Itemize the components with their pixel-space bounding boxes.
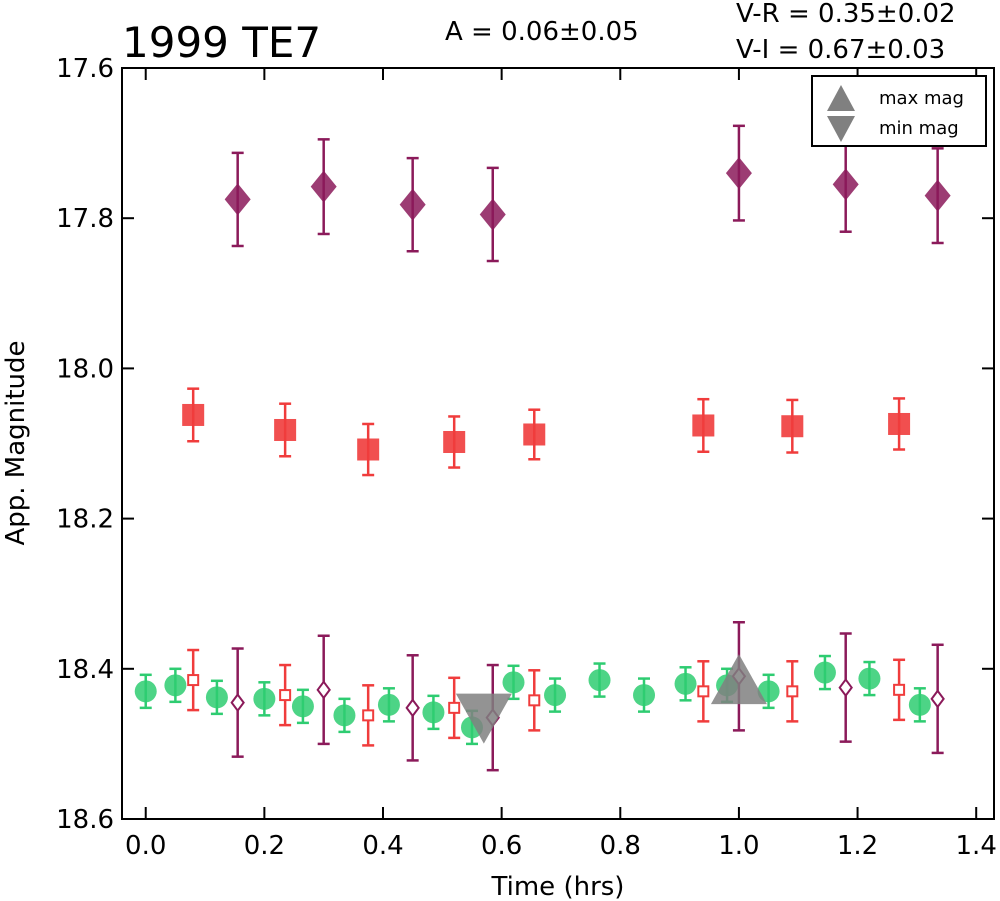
- y-tick-label: 17.8: [56, 204, 114, 234]
- data-point: [523, 423, 546, 446]
- data-point: [316, 680, 331, 700]
- data-point: [838, 677, 853, 698]
- data-point: [205, 686, 228, 709]
- x-tick-label: 1.4: [956, 831, 997, 861]
- data-point: [333, 704, 356, 727]
- data-point: [291, 695, 314, 718]
- data-point: [448, 701, 461, 714]
- data-point: [633, 684, 656, 707]
- data-point: [674, 672, 697, 695]
- data-point: [274, 418, 297, 441]
- data-point: [187, 674, 200, 687]
- data-point: [134, 680, 157, 703]
- data-point: [528, 694, 541, 707]
- data-point: [725, 157, 752, 190]
- y-tick-label: 18.4: [56, 655, 114, 685]
- x-tick-label: 0.8: [600, 831, 641, 861]
- y-axis-label: App. Magnitude: [1, 340, 31, 545]
- data-point: [781, 415, 804, 438]
- series-2: [134, 654, 931, 746]
- v-i-annotation: V-I = 0.67±0.03: [736, 35, 945, 65]
- data-point: [893, 683, 906, 696]
- data-point: [588, 669, 611, 692]
- legend-max-mag-icon: [827, 85, 855, 111]
- data-point: [377, 693, 400, 716]
- data-point: [422, 701, 445, 724]
- legend-min-mag-label: min mag: [879, 118, 959, 139]
- data-point: [357, 438, 380, 461]
- series-3: [187, 648, 906, 747]
- data-point: [230, 692, 245, 713]
- x-tick-label: 0.4: [362, 831, 403, 861]
- legend-min-mag-icon: [827, 116, 855, 142]
- y-tick-label: 18.6: [56, 805, 114, 835]
- x-axis-label: Time (hrs): [491, 872, 625, 901]
- data-point: [279, 689, 292, 702]
- series-1: [182, 387, 911, 477]
- plot-frame: [121, 67, 995, 820]
- x-tick-label: 0.6: [481, 831, 522, 861]
- data-point: [930, 689, 945, 709]
- x-tick-label: 0.2: [244, 831, 285, 861]
- axis-ticks: 0.0 0.2 0.4 0.6 0.8 1.0 1.2 1.4 17.6 17.8 18.0 18.2…: [56, 54, 997, 861]
- x-tick-label: 1.0: [718, 831, 759, 861]
- v-r-annotation: V-R = 0.35±0.02: [736, 0, 956, 29]
- plot-marks: [134, 124, 951, 772]
- data-point: [253, 687, 276, 710]
- data-point: [813, 661, 836, 684]
- legend: max mag min mag: [811, 75, 987, 147]
- x-tick-label: 1.2: [837, 831, 878, 861]
- legend-max-mag-label: max mag: [879, 88, 964, 109]
- y-tick-label: 17.6: [56, 54, 114, 84]
- data-point: [443, 430, 466, 453]
- data-point: [692, 414, 715, 437]
- x-tick-label: 0.0: [125, 831, 166, 861]
- data-point: [832, 168, 859, 201]
- data-point: [786, 685, 799, 698]
- data-point: [757, 680, 780, 703]
- data-point: [479, 198, 506, 231]
- amplitude-annotation: A = 0.06±0.05: [445, 17, 639, 47]
- series-4: [230, 620, 945, 772]
- y-tick-label: 18.0: [56, 354, 114, 384]
- chart-title: 1999 TE7: [122, 18, 321, 67]
- data-point: [164, 674, 187, 697]
- data-point: [399, 188, 426, 221]
- min-mag-marker: [455, 693, 512, 744]
- data-point: [697, 685, 710, 698]
- data-point: [544, 684, 567, 707]
- data-point: [924, 179, 951, 212]
- data-point: [908, 693, 931, 716]
- max-mag-marker: [710, 654, 767, 705]
- data-point: [502, 671, 525, 694]
- data-point: [224, 183, 251, 216]
- data-point: [405, 698, 420, 718]
- y-tick-label: 18.2: [56, 505, 114, 535]
- data-point: [182, 403, 205, 426]
- data-point: [888, 412, 911, 435]
- data-point: [858, 667, 881, 690]
- series-0: [224, 124, 951, 263]
- data-point: [310, 170, 337, 203]
- data-point: [362, 709, 375, 722]
